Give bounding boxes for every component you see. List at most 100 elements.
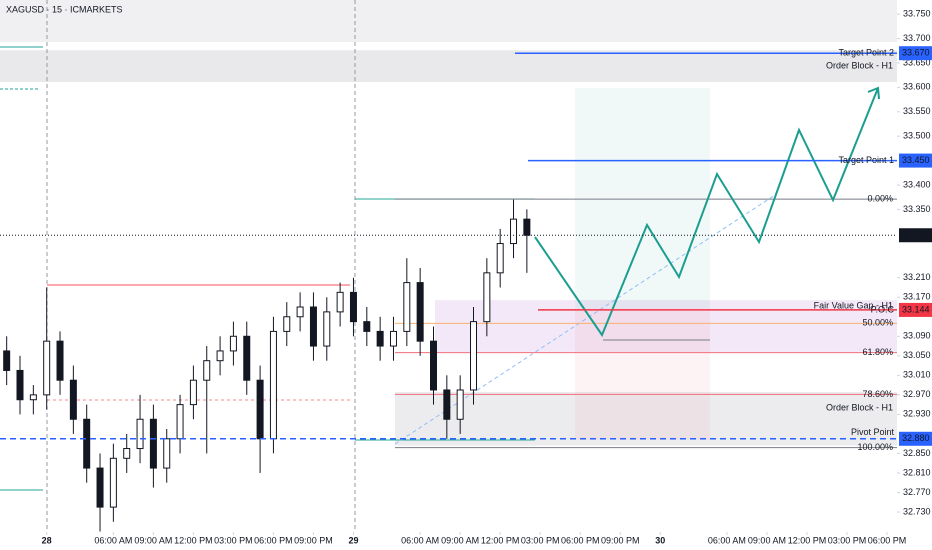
- candle-body: [363, 321, 371, 332]
- y-tick-label: 32.810: [903, 467, 931, 477]
- x-tick-label: 09:00 PM: [294, 535, 333, 545]
- y-tick-label: 33.170: [903, 292, 931, 302]
- zone: [435, 300, 897, 352]
- fib-trend-line: [394, 194, 776, 445]
- zone: [395, 391, 897, 446]
- target-zone: [575, 88, 710, 308]
- x-tick-label: 06:00 PM: [254, 535, 293, 545]
- top-band: [0, 0, 897, 42]
- candle-body: [123, 448, 131, 459]
- price-box: [899, 228, 932, 243]
- y-tick-label: 33.350: [903, 204, 931, 214]
- x-tick-label: 03:00 PM: [521, 535, 560, 545]
- price-box-label: 33.144: [902, 304, 930, 314]
- candle-body: [149, 418, 157, 469]
- fib-levels: 0.00% 50.00% 61.80% 78.60% 100.00%: [395, 194, 897, 452]
- level-label: Target Point 2: [838, 48, 894, 58]
- x-tick-label: 06:00 AM: [401, 535, 439, 545]
- x-tick-label: 09:00 AM: [748, 535, 786, 545]
- candle-body: [510, 218, 518, 245]
- price-box: [899, 153, 932, 168]
- y-tick-label: 32.730: [903, 506, 931, 516]
- candle-body: [269, 330, 277, 440]
- y-tick-label: 33.010: [903, 370, 931, 380]
- y-tick-label: 33.090: [903, 331, 931, 341]
- zone-label: Order Block - H1: [826, 402, 893, 412]
- candle-body: [296, 306, 304, 318]
- candle-body: [43, 340, 51, 396]
- y-tick-label: 32.770: [903, 487, 931, 497]
- chart-title: XAGUSD · 15 · ICMARKETS: [6, 4, 123, 14]
- candle-body: [29, 394, 37, 401]
- y-tick-label: 32.970: [903, 389, 931, 399]
- zones: Order Block - H1 Fair Value Gap - H1 Order…: [0, 50, 897, 446]
- candle-body: [416, 282, 424, 342]
- candle-body: [216, 350, 224, 362]
- y-tick-label: 33.210: [903, 272, 931, 282]
- candle-body: [69, 379, 77, 420]
- candle-body: [389, 330, 397, 347]
- x-tick-label: 03:00 PM: [214, 535, 253, 545]
- candle-body: [496, 243, 504, 274]
- y-tick-label: 33.750: [903, 9, 931, 19]
- candle-body: [189, 379, 197, 406]
- x-tick-label: 28: [42, 535, 52, 545]
- x-tick-label: 06:00 PM: [561, 535, 600, 545]
- zone-label: Fair Value Gap - H1: [814, 301, 893, 311]
- candle-body: [443, 389, 451, 420]
- fib-label: 50.00%: [862, 318, 893, 328]
- x-tick-label: 12:00 PM: [174, 535, 213, 545]
- price-box: [899, 46, 932, 61]
- candle-body: [136, 418, 144, 450]
- x-tick-label: 29: [348, 535, 358, 545]
- axes: 33.750 33.700 33.650 33.600 33.550 33.500 33.4…: [42, 9, 932, 545]
- price-box-label: 33.670: [902, 48, 930, 58]
- x-tick-label: 06:00 PM: [868, 535, 907, 545]
- candle-body: [163, 438, 171, 469]
- candle-body: [336, 291, 344, 313]
- fib-label: 78.60%: [862, 389, 893, 399]
- y-tick-label: 33.700: [903, 33, 931, 43]
- candle-body: [16, 369, 24, 401]
- y-tick-label: 33.500: [903, 131, 931, 141]
- candle-body: [203, 360, 211, 381]
- levels: Target Point 2 Target Point 1 P.O.C Pivot P…: [0, 48, 897, 440]
- x-tick-label: 09:00 PM: [601, 535, 640, 545]
- stop-zone: [575, 308, 710, 440]
- price-box-label: 32.880: [902, 433, 930, 443]
- fib-label: 61.80%: [862, 347, 893, 357]
- candle-body: [256, 379, 264, 440]
- candle-body: [176, 404, 184, 440]
- x-tick-label: 06:00 AM: [708, 535, 746, 545]
- candle-body: [309, 306, 317, 347]
- candle-body: [470, 321, 478, 391]
- price-axis: [897, 0, 932, 550]
- x-tick-label: 03:00 PM: [828, 535, 867, 545]
- candle-body: [323, 311, 331, 347]
- candle-body: [83, 418, 91, 469]
- candle-body: [229, 335, 237, 352]
- y-tick-label: 33.550: [903, 106, 931, 116]
- countdown-label: 12:56: [905, 230, 928, 240]
- price-box: [899, 302, 932, 317]
- candle-body: [109, 457, 117, 508]
- candle-body: [283, 316, 291, 332]
- y-tick-label: 32.930: [903, 409, 931, 419]
- price-box: [899, 431, 932, 446]
- level-label: P.O.C: [871, 304, 895, 314]
- x-tick-label: 09:00 AM: [441, 535, 479, 545]
- candle-body: [403, 282, 411, 332]
- projection-arrow: [867, 86, 880, 100]
- price-box-label: 33.450: [902, 155, 930, 165]
- zone: [0, 50, 897, 82]
- candle-body: [456, 389, 464, 420]
- y-tick-label: 33.650: [903, 57, 931, 67]
- zone-label: Order Block - H1: [826, 61, 893, 71]
- fib-label: 100.00%: [857, 442, 893, 452]
- fib-label: 0.00%: [867, 194, 893, 204]
- x-tick-label: 30: [655, 535, 665, 545]
- projection-path: [534, 87, 879, 338]
- candle-body: [376, 330, 384, 347]
- candle-body: [349, 291, 357, 323]
